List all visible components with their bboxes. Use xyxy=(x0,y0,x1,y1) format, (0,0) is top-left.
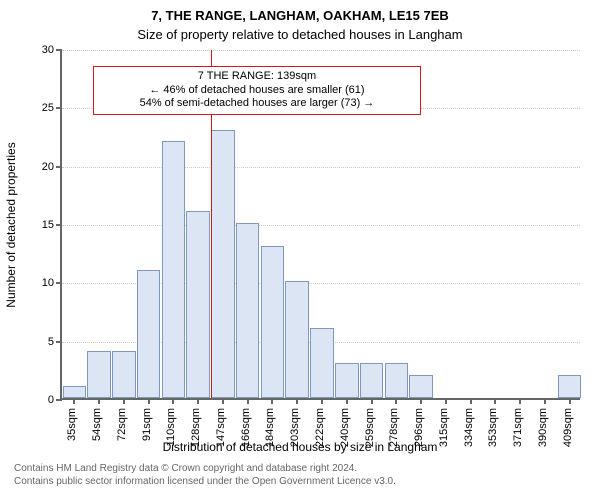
xtick-label: 315sqm xyxy=(438,408,450,447)
ytick-label: 10 xyxy=(32,277,54,289)
xtick-label: 128sqm xyxy=(190,408,202,447)
ytick-mark xyxy=(56,282,62,284)
xtick-mark xyxy=(346,398,348,404)
xtick-mark xyxy=(470,398,472,404)
xtick-label: 334sqm xyxy=(463,408,475,447)
xtick-mark xyxy=(73,398,75,404)
histogram-bar xyxy=(211,130,235,398)
ytick-mark xyxy=(56,224,62,226)
xtick-label: 353sqm xyxy=(487,408,499,447)
chart-title: 7, THE RANGE, LANGHAM, OAKHAM, LE15 7EB xyxy=(0,8,600,23)
ytick-label: 30 xyxy=(32,44,54,56)
ytick-label: 20 xyxy=(32,161,54,173)
histogram-bar xyxy=(112,351,136,398)
ytick-mark xyxy=(56,399,62,401)
histogram-bar xyxy=(409,375,433,398)
histogram-bar xyxy=(558,375,582,398)
histogram-bar xyxy=(63,386,87,398)
xtick-label: 203sqm xyxy=(289,408,301,447)
xtick-label: 222sqm xyxy=(314,408,326,447)
xtick-mark xyxy=(98,398,100,404)
xtick-label: 35sqm xyxy=(66,408,78,441)
annotation-box: 7 THE RANGE: 139sqm← 46% of detached hou… xyxy=(93,66,421,115)
xtick-label: 72sqm xyxy=(116,408,128,441)
xtick-mark xyxy=(247,398,249,404)
ytick-label: 0 xyxy=(32,394,54,406)
xtick-mark xyxy=(296,398,298,404)
histogram-bar xyxy=(310,328,334,398)
ytick-label: 5 xyxy=(32,336,54,348)
histogram-bar xyxy=(236,223,260,398)
xtick-label: 409sqm xyxy=(562,408,574,447)
histogram-bar xyxy=(360,363,384,398)
footer-line: Contains public sector information licen… xyxy=(0,476,600,489)
xtick-mark xyxy=(445,398,447,404)
xtick-mark xyxy=(395,398,397,404)
xtick-mark xyxy=(321,398,323,404)
annotation-line: 54% of semi-detached houses are larger (… xyxy=(100,97,414,111)
histogram-bar xyxy=(162,141,186,398)
xtick-label: 54sqm xyxy=(91,408,103,441)
xtick-mark xyxy=(544,398,546,404)
annotation-line: 7 THE RANGE: 139sqm xyxy=(100,70,414,84)
xtick-label: 278sqm xyxy=(388,408,400,447)
xtick-label: 296sqm xyxy=(413,408,425,447)
histogram-bar xyxy=(261,246,285,398)
xtick-mark xyxy=(519,398,521,404)
chart-subtitle: Size of property relative to detached ho… xyxy=(0,27,600,42)
y-axis-label: Number of detached properties xyxy=(4,142,18,307)
xtick-mark xyxy=(569,398,571,404)
ytick-mark xyxy=(56,49,62,51)
xtick-label: 240sqm xyxy=(339,408,351,447)
chart-plot-area: 7 THE RANGE: 139sqm← 46% of detached hou… xyxy=(60,50,580,400)
ytick-label: 15 xyxy=(32,219,54,231)
xtick-label: 390sqm xyxy=(537,408,549,447)
xtick-label: 91sqm xyxy=(141,408,153,441)
xtick-mark xyxy=(172,398,174,404)
xtick-mark xyxy=(123,398,125,404)
annotation-line: ← 46% of detached houses are smaller (61… xyxy=(100,84,414,98)
xtick-mark xyxy=(222,398,224,404)
gridline xyxy=(62,50,580,51)
gridline xyxy=(62,167,580,168)
histogram-bar xyxy=(137,270,161,398)
gridline xyxy=(62,225,580,226)
xtick-mark xyxy=(494,398,496,404)
xtick-mark xyxy=(420,398,422,404)
histogram-bar xyxy=(335,363,359,398)
xtick-label: 259sqm xyxy=(364,408,376,447)
footer: Contains HM Land Registry data © Crown c… xyxy=(0,463,600,488)
xtick-mark xyxy=(271,398,273,404)
ytick-mark xyxy=(56,107,62,109)
ytick-mark xyxy=(56,166,62,168)
ytick-label: 25 xyxy=(32,102,54,114)
xtick-label: 147sqm xyxy=(215,408,227,447)
histogram-bar xyxy=(385,363,409,398)
footer-line: Contains HM Land Registry data © Crown c… xyxy=(0,463,600,476)
xtick-mark xyxy=(371,398,373,404)
xtick-mark xyxy=(197,398,199,404)
histogram-bar xyxy=(285,281,309,398)
xtick-label: 110sqm xyxy=(165,408,177,446)
xtick-label: 371sqm xyxy=(512,408,524,447)
xtick-label: 166sqm xyxy=(240,408,252,447)
ytick-mark xyxy=(56,341,62,343)
histogram-bar xyxy=(87,351,111,398)
histogram-bar xyxy=(186,211,210,398)
xtick-mark xyxy=(148,398,150,404)
xtick-label: 184sqm xyxy=(264,408,276,447)
